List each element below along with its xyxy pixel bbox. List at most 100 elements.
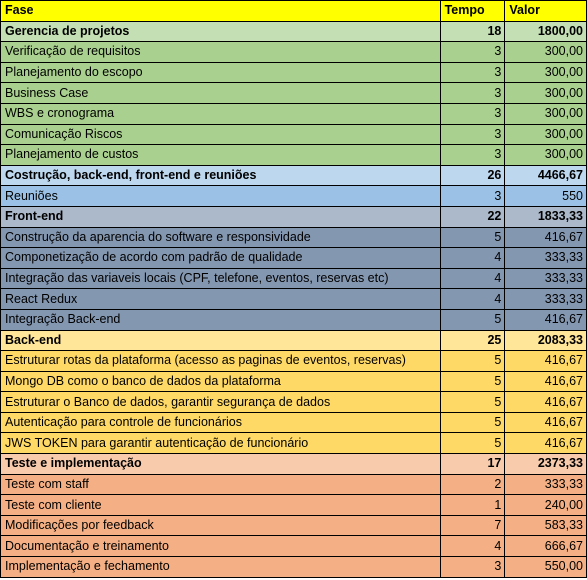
- table-row: Documentação e treinamento 4 666,67: [0, 535, 587, 558]
- cell-valor: 300,00: [504, 102, 587, 125]
- cell-tempo: 5: [439, 432, 506, 455]
- cell-valor: 583,33: [504, 514, 587, 537]
- table-row: Business Case 3 300,00: [0, 82, 587, 104]
- cell-fase: Integração Back-end: [0, 308, 441, 331]
- cell-fase: Implementação e fechamento: [0, 556, 441, 578]
- cell-valor: 300,00: [504, 123, 587, 146]
- cell-tempo: 3: [439, 41, 506, 63]
- cell-valor: 550: [504, 185, 587, 207]
- cell-fase: Construção da aparencia do software e re…: [0, 226, 441, 249]
- cell-fase: Back-end: [0, 329, 441, 352]
- cell-valor: 2083,33: [504, 329, 587, 352]
- cell-tempo: 4: [439, 267, 506, 290]
- cell-valor: 416,67: [504, 370, 587, 393]
- table-row: Implementação e fechamento 3 550,00: [0, 556, 587, 578]
- cell-tempo: 3: [439, 556, 506, 578]
- cell-fase: Costrução, back-end, front-end e reuniõe…: [0, 164, 441, 187]
- cell-fase: Componetização de acordo com padrão de q…: [0, 247, 441, 269]
- cell-fase: Documentação e treinamento: [0, 535, 441, 558]
- cell-fase: Teste com staff: [0, 473, 441, 496]
- cell-tempo: 5: [439, 226, 506, 249]
- cell-tempo: 18: [439, 20, 506, 43]
- group-row: Costrução, back-end, front-end e reuniõe…: [0, 164, 587, 187]
- header-tempo: Tempo: [439, 0, 506, 22]
- cell-tempo: 5: [439, 308, 506, 331]
- table-row: Estruturar rotas da plataforma (acesso a…: [0, 350, 587, 372]
- cell-fase: Verificação de requisitos: [0, 41, 441, 63]
- cell-fase: Planejamento de custos: [0, 144, 441, 166]
- cell-tempo: 26: [439, 164, 506, 187]
- group-row: Front-end 22 1833,33: [0, 205, 587, 228]
- header-fase: Fase: [0, 0, 441, 22]
- cell-valor: 666,67: [504, 535, 587, 558]
- cell-tempo: 3: [439, 61, 506, 84]
- cell-tempo: 3: [439, 82, 506, 104]
- cell-fase: Estruturar o Banco de dados, garantir se…: [0, 391, 441, 413]
- table-row: Teste com staff 2 333,33: [0, 473, 587, 496]
- cell-fase: Reuniões: [0, 185, 441, 207]
- cell-fase: Estruturar rotas da plataforma (acesso a…: [0, 350, 441, 372]
- table-row: Integração das variaveis locais (CPF, te…: [0, 267, 587, 290]
- header-valor: Valor: [504, 0, 587, 22]
- table-row: Comunicação Riscos 3 300,00: [0, 123, 587, 146]
- cell-valor: 416,67: [504, 350, 587, 372]
- table-row: Modificações por feedback 7 583,33: [0, 514, 587, 537]
- cell-valor: 416,67: [504, 226, 587, 249]
- cell-tempo: 3: [439, 123, 506, 146]
- cell-valor: 300,00: [504, 144, 587, 166]
- cell-tempo: 5: [439, 350, 506, 372]
- cell-fase: Gerencia de projetos: [0, 20, 441, 43]
- table-row: Autenticação para controle de funcionári…: [0, 411, 587, 434]
- cell-valor: 4466,67: [504, 164, 587, 187]
- cell-tempo: 22: [439, 205, 506, 228]
- group-row: Gerencia de projetos 18 1800,00: [0, 20, 587, 43]
- cell-tempo: 3: [439, 144, 506, 166]
- cell-fase: Front-end: [0, 205, 441, 228]
- cell-fase: WBS e cronograma: [0, 102, 441, 125]
- cell-tempo: 5: [439, 370, 506, 393]
- cell-fase: Integração das variaveis locais (CPF, te…: [0, 267, 441, 290]
- cell-fase: Teste com cliente: [0, 494, 441, 516]
- cell-valor: 1800,00: [504, 20, 587, 43]
- cell-valor: 333,33: [504, 288, 587, 310]
- cell-tempo: 3: [439, 102, 506, 125]
- cell-valor: 300,00: [504, 41, 587, 63]
- cell-valor: 240,00: [504, 494, 587, 516]
- cell-tempo: 17: [439, 453, 506, 475]
- cell-fase: Modificações por feedback: [0, 514, 441, 537]
- cell-valor: 333,33: [504, 267, 587, 290]
- cell-fase: React Redux: [0, 288, 441, 310]
- cell-tempo: 5: [439, 391, 506, 413]
- table-row: Construção da aparencia do software e re…: [0, 226, 587, 249]
- table-row: Reuniões 3 550: [0, 185, 587, 207]
- cell-valor: 416,67: [504, 391, 587, 413]
- table-row: Estruturar o Banco de dados, garantir se…: [0, 391, 587, 413]
- table-row: Teste com cliente 1 240,00: [0, 494, 587, 516]
- cell-fase: JWS TOKEN para garantir autenticação de …: [0, 432, 441, 455]
- cell-fase: Planejamento do escopo: [0, 61, 441, 84]
- cell-valor: 416,67: [504, 432, 587, 455]
- cell-valor: 416,67: [504, 308, 587, 331]
- cell-fase: Teste e implementação: [0, 453, 441, 475]
- cell-valor: 550,00: [504, 556, 587, 578]
- cell-tempo: 4: [439, 247, 506, 269]
- cell-valor: 333,33: [504, 473, 587, 496]
- table-row: Planejamento do escopo 3 300,00: [0, 61, 587, 84]
- table-row: Mongo DB como o banco de dados da plataf…: [0, 370, 587, 393]
- cell-tempo: 25: [439, 329, 506, 352]
- table-row: WBS e cronograma 3 300,00: [0, 102, 587, 125]
- cell-valor: 333,33: [504, 247, 587, 269]
- header-row: Fase Tempo Valor: [0, 0, 587, 22]
- cell-tempo: 5: [439, 411, 506, 434]
- cell-fase: Mongo DB como o banco de dados da plataf…: [0, 370, 441, 393]
- table-row: React Redux 4 333,33: [0, 288, 587, 310]
- cell-tempo: 2: [439, 473, 506, 496]
- cell-tempo: 3: [439, 185, 506, 207]
- table-row: JWS TOKEN para garantir autenticação de …: [0, 432, 587, 455]
- cell-fase: Business Case: [0, 82, 441, 104]
- cell-fase: Comunicação Riscos: [0, 123, 441, 146]
- cell-valor: 416,67: [504, 411, 587, 434]
- table-row: Integração Back-end 5 416,67: [0, 308, 587, 331]
